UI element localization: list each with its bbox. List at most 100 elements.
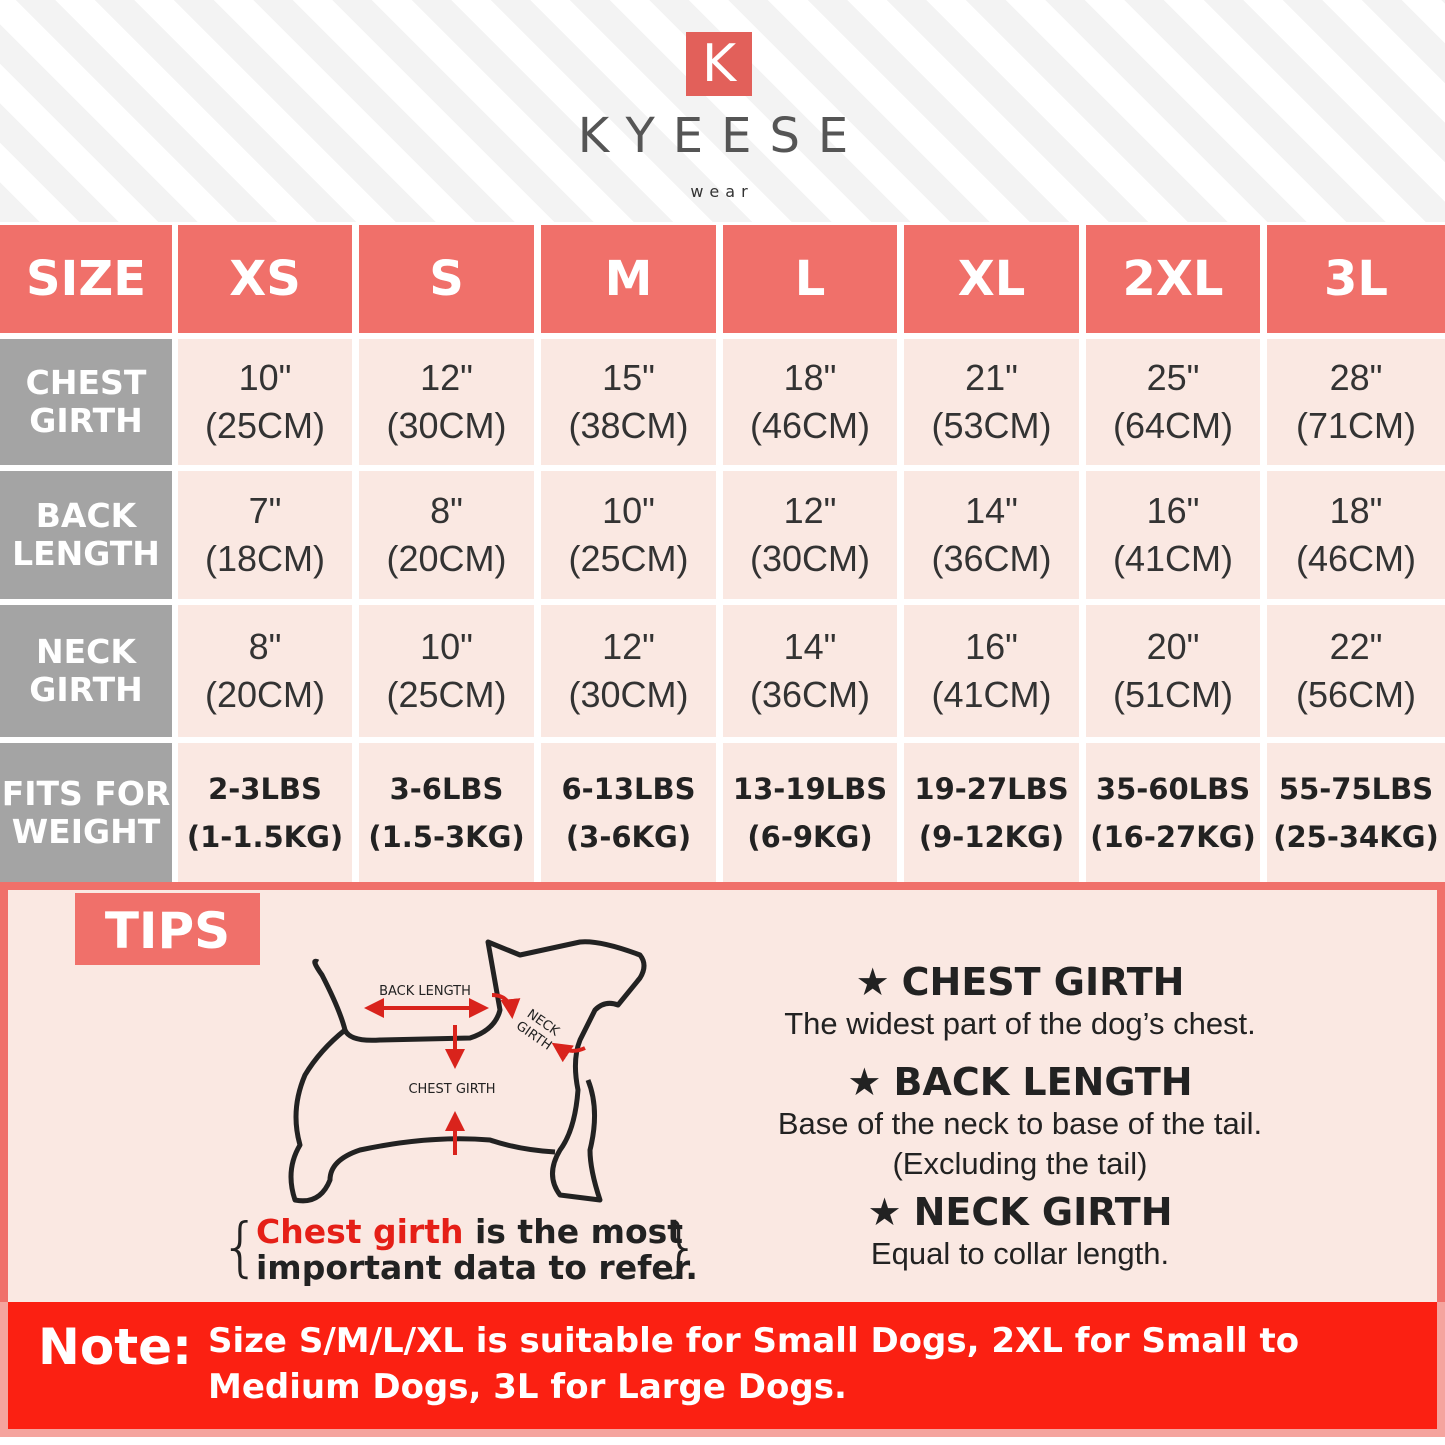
- note-bar: [0, 1302, 1445, 1437]
- cell-line: (36CM): [931, 538, 1052, 579]
- data-cell: 12" (30CM): [359, 339, 534, 465]
- cell-line: 10": [602, 490, 655, 531]
- data-cell: 12" (30CM): [723, 471, 897, 599]
- caption-line: Chest girth is the most: [256, 1214, 683, 1250]
- neck-arrow: [551, 1042, 586, 1063]
- cell-line: 28": [1329, 357, 1383, 398]
- data-cell: 12" (30CM): [541, 605, 716, 737]
- tip-heading: ★ NECK GIRTH: [700, 1190, 1340, 1234]
- data-cell: 18" (46CM): [1267, 471, 1445, 599]
- tip-item: ★ BACK LENGTH Base of the neck to base of …: [700, 1060, 1340, 1184]
- row-label-line: BACK: [35, 496, 137, 535]
- data-cell: 2-3LBS (1-1.5KG): [178, 743, 352, 882]
- dog-outline: [288, 939, 647, 1204]
- brand-tagline: wear: [690, 182, 754, 201]
- data-cell: 35-60LBS (16-27KG): [1086, 743, 1260, 882]
- data-cell: 19-27LBS (9-12KG): [904, 743, 1079, 882]
- row-label: CHEST GIRTH: [0, 339, 172, 465]
- star: ★: [855, 960, 890, 1004]
- cell-line: 10": [420, 626, 473, 667]
- row-label: FITS FOR WEIGHT: [0, 743, 172, 882]
- star: ★: [847, 1060, 882, 1104]
- cell-line: (46CM): [749, 405, 870, 446]
- cell-line: 21": [965, 357, 1018, 398]
- data-cell: 28" (71CM): [1267, 339, 1445, 465]
- cell-line: (6-9KG): [747, 819, 873, 854]
- cell-line: 13-19LBS: [732, 771, 888, 806]
- cell-line: 3-6LBS: [389, 771, 504, 806]
- brace: }: [660, 1211, 701, 1285]
- cell-line: (25CM): [386, 674, 507, 715]
- neck-arrow: [491, 993, 521, 1019]
- cell-line: (30CM): [749, 538, 870, 579]
- data-cell: 55-75LBS (25-34KG): [1267, 743, 1445, 882]
- data-cell: 10" (25CM): [359, 605, 534, 737]
- row-label-line: NECK: [36, 632, 136, 671]
- cell-line: (25CM): [204, 405, 325, 446]
- header-cell: M: [541, 225, 716, 333]
- tips-title: TIPS: [75, 893, 260, 965]
- row-label-line: GIRTH: [29, 401, 143, 440]
- cell-line: (9-12KG): [918, 819, 1065, 854]
- cell-line: (25-34KG): [1273, 819, 1439, 854]
- cell-line: 25": [1146, 357, 1200, 398]
- data-cell: 14" (36CM): [904, 471, 1079, 599]
- data-cell: 10" (25CM): [541, 471, 716, 599]
- tip-line: (Excluding the tail): [892, 1146, 1148, 1181]
- cell-line: (36CM): [749, 674, 870, 715]
- cell-line: (46CM): [1295, 538, 1416, 579]
- data-cell: 22" (56CM): [1267, 605, 1445, 737]
- data-cell: 18" (46CM): [723, 339, 897, 465]
- cell-line: 12": [602, 626, 655, 667]
- cell-line: (56CM): [1295, 674, 1416, 715]
- tip-line: Base of the neck to base of the tail.: [777, 1106, 1263, 1141]
- cell-line: (30CM): [568, 674, 689, 715]
- header-cell: 2XL: [1086, 225, 1260, 333]
- row-label-line: FITS FOR: [1, 773, 171, 813]
- note-line: Size S/M/L/XL is suitable for Small Dogs…: [208, 1321, 1300, 1361]
- data-cell: 13-19LBS (6-9KG): [723, 743, 897, 882]
- cell-line: 35-60LBS: [1095, 771, 1251, 806]
- data-cell: 15" (38CM): [541, 339, 716, 465]
- data-cell: 8" (20CM): [359, 471, 534, 599]
- cell-line: 19-27LBS: [914, 771, 1069, 806]
- header-cell: 3L: [1267, 225, 1445, 333]
- diagram-label: BACK LENGTH: [379, 984, 471, 999]
- tip-line: Equal to collar length.: [870, 1236, 1170, 1271]
- note-text: Size S/M/L/XL is suitable for Small Dogs…: [208, 1318, 1299, 1410]
- cell-line: 10": [238, 357, 292, 398]
- dog-diagram: BACK LENGTH CHEST GIRTH NECK GIRTH: [288, 939, 647, 1204]
- cell-line: (53CM): [931, 405, 1052, 446]
- tip-item: ★ CHEST GIRTH The widest part of the dog’s…: [700, 960, 1340, 1044]
- cell-line: 12": [420, 357, 473, 398]
- note-line: Medium Dogs, 3L for Large Dogs.: [208, 1367, 847, 1407]
- cell-line: (16-27KG): [1090, 819, 1256, 854]
- data-cell: 3-6LBS (1.5-3KG): [359, 743, 534, 882]
- cell-line: 18": [783, 357, 837, 398]
- cell-line: 7": [248, 490, 282, 531]
- caption-text: is the most: [474, 1212, 684, 1251]
- row-label-line: WEIGHT: [11, 811, 161, 851]
- cell-line: (3-6KG): [565, 819, 692, 854]
- brace: {: [220, 1211, 261, 1285]
- cell-line: (1.5-3KG): [368, 819, 525, 854]
- data-cell: 10" (25CM): [178, 339, 352, 465]
- cell-line: (51CM): [1112, 674, 1233, 715]
- cell-line: 55-75LBS: [1278, 771, 1434, 806]
- cell-line: 6-13LBS: [561, 771, 696, 806]
- cell-line: 2-3LBS: [208, 771, 322, 806]
- caption-highlight: Chest girth: [256, 1212, 464, 1251]
- tip-heading: ★ BACK LENGTH: [700, 1060, 1340, 1104]
- row-label: NECK GIRTH: [0, 605, 172, 737]
- header-cell: S: [359, 225, 534, 333]
- tip-heading: ★ CHEST GIRTH: [700, 960, 1340, 1004]
- cell-line: (20CM): [204, 674, 325, 715]
- data-cell: 8" (20CM): [178, 605, 352, 737]
- cell-line: 8": [248, 626, 282, 667]
- cell-line: 15": [602, 357, 655, 398]
- cell-line: (25CM): [568, 538, 689, 579]
- cell-line: 14": [783, 626, 837, 667]
- data-cell: 16" (41CM): [1086, 471, 1260, 599]
- data-cell: 14" (36CM): [723, 605, 897, 737]
